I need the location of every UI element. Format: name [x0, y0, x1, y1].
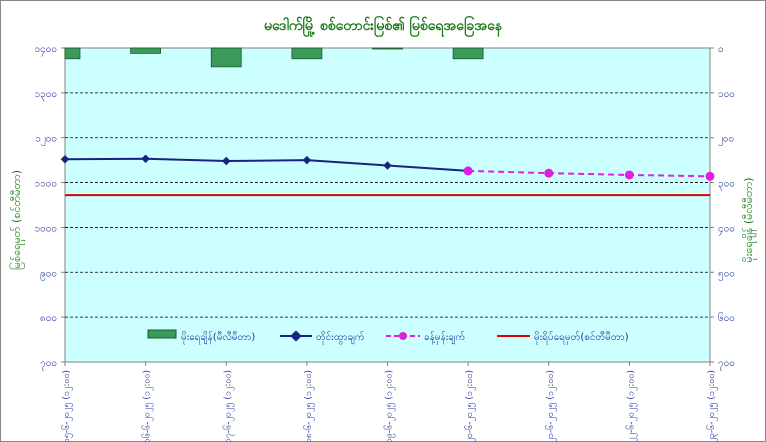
- rainfall-bar: [130, 47, 162, 54]
- y-right-tick-label: ၇၀၀: [718, 358, 735, 371]
- y-left-tick-label: ၁၁၀၀: [35, 179, 58, 190]
- legend: မိုးရေချိန်(မီလီမီတာ) တိုင်းထွာချက် ခန့်…: [143, 326, 661, 346]
- legend-label-forecast: ခန့်မှန်းချက်: [424, 330, 465, 345]
- chart-title: မဒေါက်မြို့ စစ်တောင်းမြစ်၏ မြစ်ရေအခြေအနေ: [264, 16, 503, 37]
- y-left-tick-label: ၉၀၀: [40, 268, 57, 281]
- y-left-tick-label: ၁၄၀၀: [35, 44, 58, 57]
- measured-point: [383, 161, 392, 170]
- forecast-point: [624, 170, 634, 180]
- rainfall-bars: [64, 47, 484, 68]
- forecast-point: [705, 171, 715, 181]
- y-right-tick-label: ၆၀၀: [718, 311, 735, 324]
- x-tick-label: ၁၇-၆-၂၀၂၅ (၁၂:၀၀): [222, 370, 234, 442]
- y-right-axis-title: မိုးရေချိန် (မီလီမီတာ): [742, 177, 757, 262]
- rainfall-bar: [291, 47, 323, 60]
- legend-label-measured: တိုင်းထွာချက်: [316, 330, 365, 345]
- x-tick-label: ၂၂-၆-၂၀၂၅ (၁၂:၀၀): [625, 370, 637, 442]
- y-right-tick-label: ၀: [718, 44, 724, 55]
- y-right-tick-label: ၄၀၀: [718, 223, 735, 236]
- forecast-point: [463, 166, 473, 176]
- measured-point: [302, 155, 312, 165]
- measured-point: [60, 155, 70, 164]
- rainfall-bar: [372, 47, 403, 50]
- y-right-tick-label: ၂၀၀: [718, 134, 734, 147]
- x-tick-label: ၁၅-၆-၂၀၂၅ (၁၂:၀၀): [61, 370, 73, 442]
- measured-point: [141, 154, 150, 164]
- y-left-tick-label: ၇၀၀: [40, 358, 57, 371]
- forecast-point: [544, 168, 554, 178]
- legend-swatch-rainfall: [147, 329, 177, 339]
- legend-marker-measured: [290, 330, 302, 342]
- y-left-tick-label: ၈၀၀: [40, 313, 57, 324]
- legend-label-danger: မိုးရိပ်ရေမှတ်(စင်တီမီတာ): [534, 330, 629, 345]
- forecast-line: [468, 169, 711, 178]
- x-tick-label: ၁၆-၆-၂၀၂၅ (၁၂:၀၀): [142, 370, 154, 442]
- rainfall-bar: [64, 47, 81, 60]
- y-left-tick-label: ၁၃၀၀: [35, 89, 58, 102]
- y-left-axis-title: မြစ်ရေမှတ် (စင်တီမီတာ): [9, 170, 25, 270]
- legend-marker-forecast: [399, 332, 407, 340]
- plot-area: [64, 47, 711, 363]
- measured-point: [222, 156, 231, 166]
- x-tick-label: ၂၁-၆-၂၀၂၅ (၁၂:၀၀): [545, 370, 557, 442]
- x-tick-label: ၂၀-၆-၂၀၂၅ (၁၂:၀၀): [464, 370, 476, 442]
- data-lines: [60, 154, 715, 197]
- x-tick-label: ၂၃-၆-၂၀၂၅ (၁၂:၀၀): [706, 370, 718, 442]
- gridlines: [65, 92, 710, 318]
- measured-line: [64, 157, 469, 172]
- y-left-tick-label: ၁၂၀၀: [35, 134, 57, 147]
- legend-label-rainfall: မိုးရေချိန်(မီလီမီတာ): [181, 330, 255, 345]
- y-left-tick-label: ၁၀၀၀: [35, 223, 58, 234]
- y-right-tick-label: ၅၀၀: [718, 268, 735, 281]
- y-right-tick-label: ၁၀၀: [718, 89, 735, 100]
- rainfall-bar: [210, 47, 242, 68]
- rainfall-bar: [452, 47, 484, 60]
- y-right-tick-label: ၃၀၀: [718, 179, 735, 192]
- x-tick-label: ၁၉-၆-၂၀၂၅ (၁၂:၀၀): [384, 370, 396, 442]
- x-tick-label: ၁၈-၆-၂၀၂၅ (၁၂:၀၀): [303, 370, 315, 442]
